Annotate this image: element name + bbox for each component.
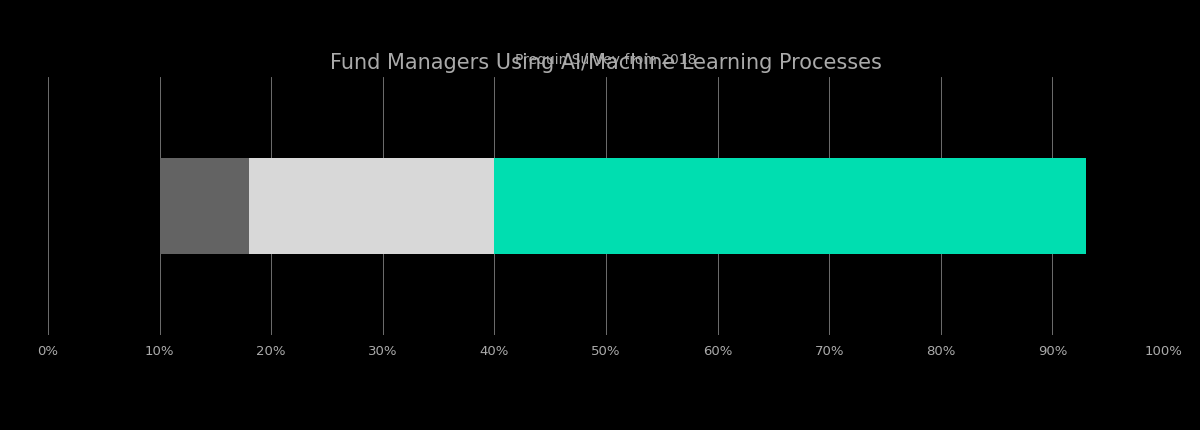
- Text: Prequin Survey from 2018: Prequin Survey from 2018: [515, 53, 697, 67]
- Bar: [160, 159, 248, 254]
- Title: Fund Managers Using AI/Machine Learning Processes: Fund Managers Using AI/Machine Learning …: [330, 53, 882, 73]
- Bar: [494, 159, 1086, 254]
- Bar: [248, 159, 494, 254]
